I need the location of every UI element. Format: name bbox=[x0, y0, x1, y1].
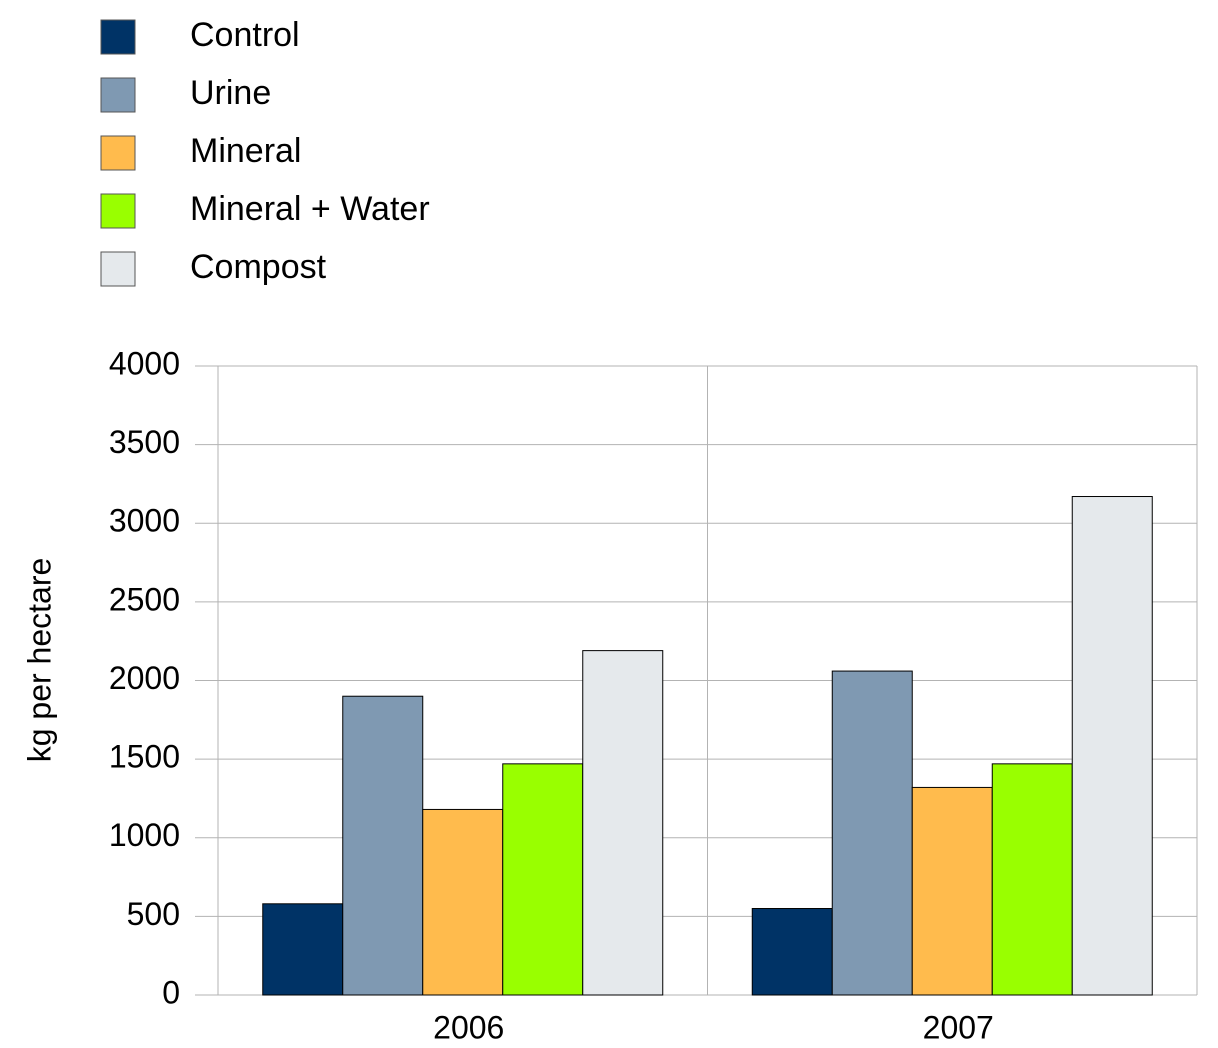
legend-label: Control bbox=[190, 16, 300, 54]
bar bbox=[991, 763, 1073, 996]
legend-label: Compost bbox=[190, 248, 327, 286]
legend-swatch bbox=[100, 135, 136, 171]
legend-swatch bbox=[100, 193, 136, 229]
y-tick-label: 1500 bbox=[109, 739, 180, 775]
bar bbox=[422, 808, 504, 996]
y-tick-label: 1000 bbox=[109, 817, 180, 853]
bar bbox=[262, 903, 344, 996]
legend-label: Urine bbox=[190, 74, 271, 112]
legend-swatch bbox=[100, 19, 136, 55]
bar bbox=[1071, 496, 1153, 996]
y-axis-title: kg per hectare bbox=[21, 558, 57, 763]
y-tick-label: 0 bbox=[162, 974, 180, 1010]
bar bbox=[342, 695, 424, 996]
y-tick-label: 4000 bbox=[109, 345, 180, 381]
y-tick-label: 3500 bbox=[109, 424, 180, 460]
legend-swatch bbox=[100, 251, 136, 287]
bar bbox=[582, 650, 664, 996]
bar bbox=[751, 908, 833, 996]
y-tick-label: 2500 bbox=[109, 581, 180, 617]
x-tick-label: 2007 bbox=[923, 1009, 994, 1045]
legend-label: Mineral + Water bbox=[190, 190, 430, 228]
y-tick-label: 2000 bbox=[109, 660, 180, 696]
bar bbox=[831, 670, 913, 996]
x-tick-label: 2006 bbox=[433, 1009, 504, 1045]
bar bbox=[502, 763, 584, 996]
y-tick-label: 3000 bbox=[109, 503, 180, 539]
legend-label: Mineral bbox=[190, 132, 301, 170]
y-tick-label: 500 bbox=[127, 896, 180, 932]
bar bbox=[911, 786, 993, 996]
legend-swatch bbox=[100, 77, 136, 113]
